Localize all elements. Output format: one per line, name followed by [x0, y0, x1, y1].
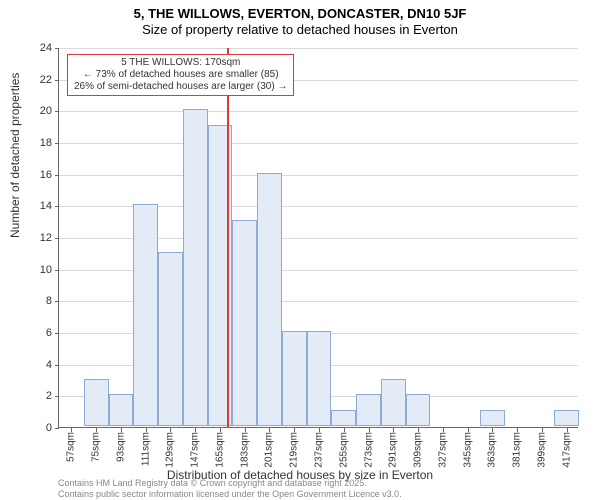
histogram-bar — [109, 394, 134, 426]
footer-line1: Contains HM Land Registry data © Crown c… — [58, 478, 402, 488]
ytick-label: 18 — [24, 137, 52, 149]
xtick-label: 75sqm — [91, 432, 102, 462]
histogram-bar — [381, 379, 406, 427]
ytick-label: 16 — [24, 169, 52, 181]
xtick-label: 183sqm — [239, 432, 250, 468]
histogram-chart: 02468101214161820222457sqm75sqm93sqm111s… — [58, 48, 578, 428]
gridline — [59, 48, 578, 49]
xtick-label: 273sqm — [363, 432, 374, 468]
xtick-label: 129sqm — [165, 432, 176, 468]
ytick-mark — [55, 301, 59, 302]
ytick-mark — [55, 270, 59, 271]
xtick-label: 111sqm — [140, 432, 151, 466]
ytick-mark — [55, 48, 59, 49]
xtick-label: 201sqm — [264, 432, 275, 468]
histogram-bar — [232, 220, 257, 426]
xtick-label: 165sqm — [214, 432, 225, 468]
histogram-bar — [133, 204, 158, 426]
ytick-mark — [55, 333, 59, 334]
ytick-mark — [55, 238, 59, 239]
histogram-bar — [331, 410, 356, 426]
ytick-mark — [55, 206, 59, 207]
histogram-bar — [356, 394, 381, 426]
ytick-mark — [55, 143, 59, 144]
ytick-label: 12 — [24, 232, 52, 244]
ytick-label: 24 — [24, 42, 52, 54]
histogram-bar — [282, 331, 307, 426]
gridline — [59, 111, 578, 112]
xtick-label: 309sqm — [413, 432, 424, 468]
page-title-line1: 5, THE WILLOWS, EVERTON, DONCASTER, DN10… — [0, 6, 600, 22]
ytick-mark — [55, 365, 59, 366]
ytick-mark — [55, 396, 59, 397]
xtick-label: 93sqm — [115, 432, 126, 462]
xtick-label: 57sqm — [66, 432, 77, 462]
annotation-line: ← 73% of detached houses are smaller (85… — [74, 69, 287, 81]
xtick-label: 381sqm — [512, 432, 523, 468]
reference-line — [227, 48, 229, 428]
xtick-label: 345sqm — [462, 432, 473, 468]
gridline — [59, 175, 578, 176]
xtick-label: 291sqm — [388, 432, 399, 468]
xtick-label: 399sqm — [536, 432, 547, 468]
histogram-bar — [406, 394, 431, 426]
ytick-label: 2 — [24, 390, 52, 402]
xtick-label: 417sqm — [561, 432, 572, 468]
xtick-label: 255sqm — [338, 432, 349, 468]
histogram-bar — [480, 410, 505, 426]
footer-attribution: Contains HM Land Registry data © Crown c… — [58, 478, 402, 499]
annotation-line: 26% of semi-detached houses are larger (… — [74, 81, 287, 93]
ytick-label: 4 — [24, 359, 52, 371]
annotation-box: 5 THE WILLOWS: 170sqm← 73% of detached h… — [67, 54, 294, 96]
histogram-bar — [183, 109, 208, 426]
ytick-mark — [55, 428, 59, 429]
ytick-label: 10 — [24, 264, 52, 276]
histogram-bar — [84, 379, 109, 427]
histogram-bar — [158, 252, 183, 426]
ytick-label: 22 — [24, 74, 52, 86]
xtick-label: 147sqm — [190, 432, 201, 468]
gridline — [59, 143, 578, 144]
xtick-label: 219sqm — [289, 432, 300, 468]
xtick-label: 363sqm — [487, 432, 498, 468]
histogram-bar — [307, 331, 332, 426]
ytick-label: 6 — [24, 327, 52, 339]
xtick-label: 237sqm — [314, 432, 325, 468]
ytick-label: 8 — [24, 295, 52, 307]
ytick-mark — [55, 80, 59, 81]
annotation-line: 5 THE WILLOWS: 170sqm — [74, 57, 287, 69]
footer-line2: Contains public sector information licen… — [58, 489, 402, 499]
xtick-label: 327sqm — [437, 432, 448, 468]
page-title-line2: Size of property relative to detached ho… — [0, 22, 600, 38]
histogram-bar — [554, 410, 579, 426]
ytick-mark — [55, 111, 59, 112]
histogram-bar — [257, 173, 282, 426]
ytick-label: 20 — [24, 105, 52, 117]
ytick-mark — [55, 175, 59, 176]
ytick-label: 0 — [24, 422, 52, 434]
y-axis-label: Number of detached properties — [8, 73, 22, 238]
plot-area: 02468101214161820222457sqm75sqm93sqm111s… — [58, 48, 578, 428]
ytick-label: 14 — [24, 200, 52, 212]
